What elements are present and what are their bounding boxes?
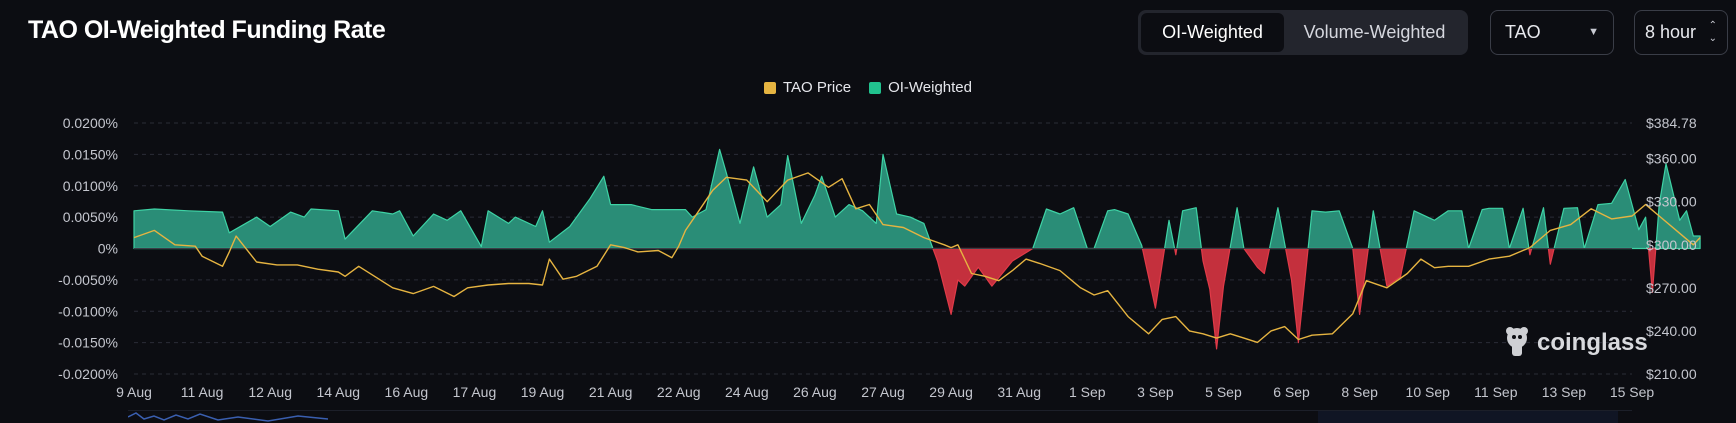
funding-area-negative [1379, 247, 1407, 287]
x-tick-label: 19 Aug [521, 384, 565, 400]
x-tick-label: 11 Sep [1474, 384, 1518, 400]
funding-area-negative [932, 247, 1034, 315]
funding-area-positive [1163, 219, 1176, 250]
y-left-tick-label: 0.0150% [63, 146, 118, 162]
x-tick-label: 1 Sep [1069, 384, 1106, 400]
tab-volume-weighted[interactable]: Volume-Weighted [1303, 22, 1446, 42]
funding-area-negative [1528, 247, 1533, 256]
funding-area-positive [1176, 207, 1203, 250]
legend-item-tao-price[interactable]: TAO Price [763, 79, 852, 96]
y-right-tick-label: $270.00 [1646, 280, 1697, 296]
x-tick-label: 26 Aug [793, 384, 837, 400]
x-tick-label: 16 Aug [385, 384, 429, 400]
y-right-tick-label: $384.78 [1646, 115, 1697, 131]
funding-area-negative [1547, 247, 1555, 265]
x-tick-label: 27 Aug [861, 384, 905, 400]
funding-area-positive [133, 148, 934, 250]
x-tick-label: 13 Sep [1542, 384, 1587, 400]
legend-item-oi-weighted[interactable]: OI-Weighted [869, 79, 972, 96]
x-tick-label: 21 Aug [589, 384, 633, 400]
funding-area-positive [1032, 207, 1144, 250]
x-tick-label: 9 Aug [116, 384, 152, 400]
y-left-tick-label: 0.0050% [63, 209, 118, 225]
funding-area-negative [1173, 247, 1178, 256]
coinglass-logo-icon [1506, 327, 1528, 356]
legend-swatch-oi [869, 81, 882, 94]
y-left-tick-label: -0.0100% [58, 303, 118, 319]
funding-area-positive [1367, 210, 1381, 250]
x-axis: 9 Aug 11 Aug 12 Aug 14 Aug 16 Aug 17 Aug 19 Au… [116, 384, 1654, 400]
y-right-tick-label: $240.00 [1646, 323, 1697, 339]
legend-swatch-price [763, 81, 776, 94]
x-tick-label: 22 Aug [657, 384, 701, 400]
x-tick-label: 3 Sep [1137, 384, 1174, 400]
y-right-tick-label: $300.00 [1646, 237, 1697, 253]
funding-area-negative [1243, 247, 1271, 275]
y-right-tick-label: $360.00 [1646, 151, 1697, 167]
funding-area-positive [1655, 163, 1701, 250]
funding-area-negative [1647, 247, 1657, 293]
funding-area-positive [1268, 207, 1287, 250]
x-tick-label: 8 Sep [1341, 384, 1378, 400]
y-left-tick-label: -0.0050% [58, 272, 118, 288]
period-select[interactable]: 8 hour ⌃ ⌄ [1634, 10, 1728, 55]
caret-down-icon: ▼ [1588, 26, 1599, 38]
range-navigator[interactable] [128, 410, 1632, 423]
x-tick-label: 15 Sep [1610, 384, 1655, 400]
y-left-tick-label: -0.0150% [58, 335, 118, 351]
y-left-tick-label: 0.0100% [63, 178, 118, 194]
funding-area-negative [1200, 247, 1231, 350]
x-tick-label: 31 Aug [997, 384, 1041, 400]
navigator-sparkline [128, 412, 328, 422]
y-right-tick-label: $330.00 [1646, 194, 1697, 210]
y-left-tick-label: 0.0200% [63, 115, 118, 131]
x-tick-label: 11 Aug [181, 384, 224, 400]
y-right-tick-label: $210.00 [1646, 366, 1697, 382]
x-tick-label: 10 Sep [1406, 384, 1451, 400]
price-line [133, 172, 1701, 344]
x-tick-label: 17 Aug [453, 384, 497, 400]
watermark: coinglass [1506, 327, 1648, 356]
funding-area-negative [1141, 247, 1166, 309]
x-tick-label: 6 Sep [1273, 384, 1310, 400]
funding-areas [133, 148, 1701, 350]
y-left-tick-label: 0% [98, 241, 118, 257]
price-line-group [133, 172, 1701, 344]
legend-label-oi-weighted: OI-Weighted [888, 79, 972, 96]
y-left-tick-label: -0.0200% [58, 366, 118, 382]
funding-area-positive [1531, 207, 1550, 250]
chart-legend: TAO Price OI-Weighted [0, 79, 1736, 96]
x-tick-label: 14 Aug [316, 384, 360, 400]
funding-area-positive [1405, 207, 1530, 250]
up-down-chevron-icon: ⌃ ⌄ [1708, 20, 1717, 44]
funding-area-negative [1284, 247, 1309, 344]
x-tick-label: 24 Aug [725, 384, 769, 400]
x-tick-label: 5 Sep [1205, 384, 1242, 400]
funding-area-positive [1307, 210, 1354, 250]
coin-select-value: TAO [1505, 22, 1541, 42]
weighting-toggle[interactable]: OI-Weighted Volume-Weighted [1138, 10, 1468, 55]
y-axis-left: 0.0200% 0.0150% 0.0100% 0.0050% 0% -0.0050% -0… [58, 115, 118, 382]
legend-label-tao-price: TAO Price [782, 79, 852, 96]
range-navigator-selection[interactable] [1318, 411, 1618, 423]
x-tick-label: 12 Aug [248, 384, 292, 400]
y-axis-right: $384.78 $360.00 $330.00 $300.00 $270.00 $240.… [1646, 115, 1697, 382]
tab-oi-weighted[interactable]: OI-Weighted [1141, 13, 1284, 52]
period-select-value: 8 hour [1645, 22, 1697, 42]
x-tick-label: 29 Aug [929, 384, 973, 400]
funding-area-positive [1229, 207, 1245, 250]
coin-select[interactable]: TAO ▼ [1490, 10, 1614, 55]
watermark-text: coinglass [1537, 329, 1648, 356]
page-title: TAO OI-Weighted Funding Rate [28, 16, 386, 44]
